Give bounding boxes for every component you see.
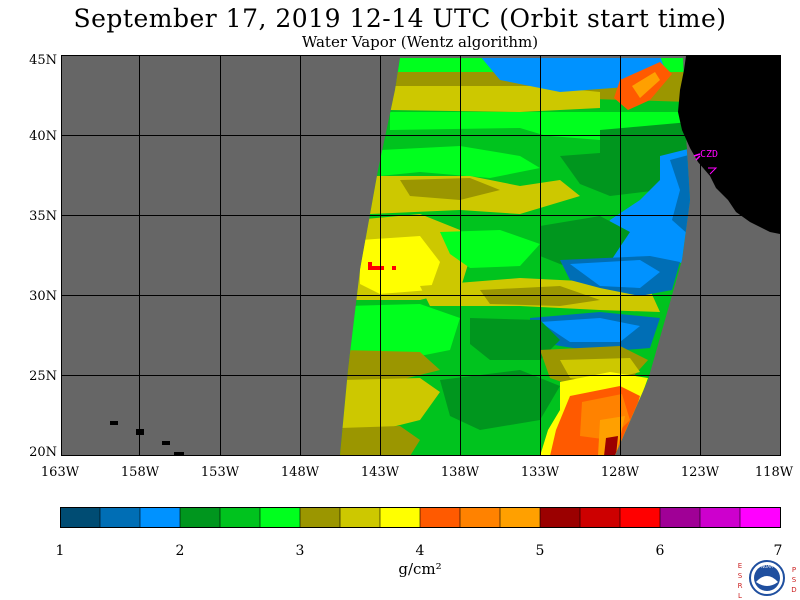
colorbar-tick: 4 (416, 543, 425, 559)
colorbar-swatch (660, 508, 701, 528)
lat-label: 40N (29, 129, 57, 144)
colorbar-swatch (700, 508, 741, 528)
noaa-esrl-psd-logo: E S R L P S D NOAA (738, 560, 797, 600)
lat-label: 45N (29, 53, 57, 68)
colorbar-tick: 3 (296, 543, 305, 559)
page-title: September 17, 2019 12-14 UTC (Orbit star… (73, 4, 727, 33)
latitude-labels: 45N 40N 35N 30N 25N 20N (29, 53, 57, 460)
logo-letter: S (738, 572, 743, 580)
emblem-text: NOAA (761, 564, 773, 569)
colorbar-tick: 1 (56, 543, 65, 559)
lat-label: 25N (29, 369, 57, 384)
lon-label: 158W (121, 465, 160, 480)
colorbar-swatch (460, 508, 501, 528)
station-label: CZD (700, 149, 718, 160)
colorbar-tick: 6 (656, 543, 665, 559)
land-north-america (678, 56, 780, 234)
logo-letter: R (738, 582, 743, 590)
colorbar-swatch (300, 508, 341, 528)
lon-label: 123W (681, 465, 720, 480)
colorbar-tick: 7 (774, 543, 783, 559)
colorbar-swatch (180, 508, 221, 528)
colorbar-swatch (500, 508, 541, 528)
longitude-labels: 163W 158W 153W 148W 143W 138W 133W 128W … (41, 465, 794, 480)
colorbar-tick: 2 (176, 543, 185, 559)
station-marker-czd: CZD (693, 149, 718, 175)
lat-label: 30N (29, 289, 57, 304)
lon-label: 118W (755, 465, 794, 480)
lon-label: 153W (201, 465, 240, 480)
colorbar-swatch (420, 508, 461, 528)
colorbar (60, 508, 781, 528)
colorbar-swatch (340, 508, 381, 528)
logo-letter: D (791, 586, 796, 594)
logo-letter: E (738, 562, 742, 570)
logo-letter: L (738, 592, 742, 600)
colorbar-swatch (220, 508, 261, 528)
colorbar-swatch (540, 508, 581, 528)
colorbar-frame (60, 507, 781, 528)
noaa-emblem: NOAA (749, 560, 785, 596)
map-frame (61, 55, 781, 456)
colorbar-swatch (380, 508, 421, 528)
page-subtitle: Water Vapor (Wentz algorithm) (301, 33, 539, 51)
lon-label: 163W (41, 465, 80, 480)
colorbar-swatch (260, 508, 301, 528)
colorbar-swatch (100, 508, 141, 528)
colorbar-swatch (140, 508, 181, 528)
lon-label: 143W (361, 465, 400, 480)
lon-label: 133W (521, 465, 560, 480)
lon-label: 138W (441, 465, 480, 480)
lat-label: 35N (29, 209, 57, 224)
colorbar-swatch (60, 508, 101, 528)
lon-label: 128W (601, 465, 640, 480)
colorbar-swatch (740, 508, 781, 528)
map-grid (62, 56, 780, 455)
logo-letter: P (792, 566, 796, 574)
colorbar-swatch (580, 508, 621, 528)
colorbar-swatch (620, 508, 661, 528)
lon-label: 148W (281, 465, 320, 480)
colorbar-tick-labels: 1 2 3 4 5 6 7 (56, 543, 783, 559)
logo-letter: S (792, 576, 797, 584)
colorbar-unit-label: g/cm² (398, 560, 442, 578)
colorbar-tick: 5 (536, 543, 545, 559)
lat-label: 20N (29, 445, 57, 460)
